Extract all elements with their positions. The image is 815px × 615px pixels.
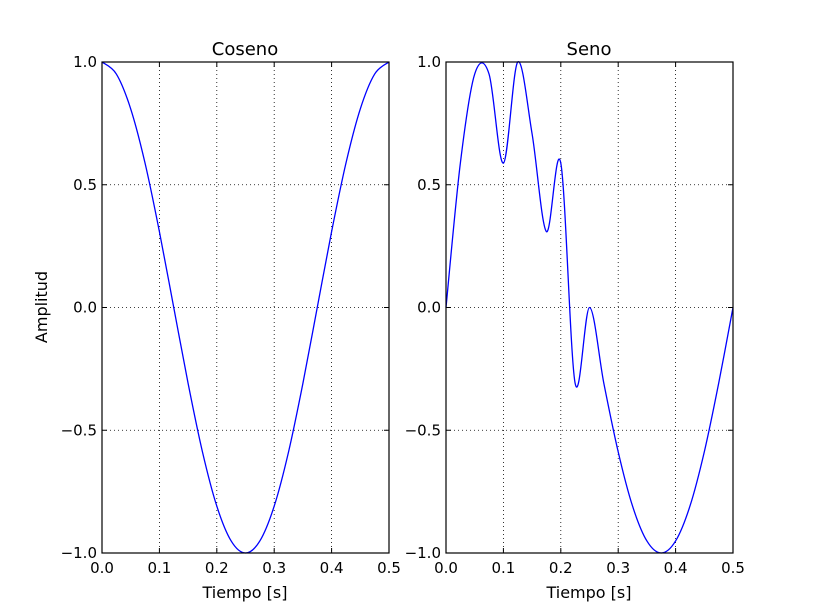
x-axis-label-seno: Tiempo [s] bbox=[545, 583, 631, 602]
y-tick-label: 1.0 bbox=[417, 53, 441, 71]
y-tick-label: 0.0 bbox=[417, 299, 441, 317]
x-tick-label: 0.3 bbox=[262, 559, 286, 577]
chart-title-seno: Seno bbox=[567, 39, 612, 60]
y-tick-label: 0.5 bbox=[417, 176, 441, 194]
chart-panel-seno: Seno 0.0 0.1 0.2 0.3 0.4 0.5 1.0 0.5 0.0 −0.5 −1.0… bbox=[405, 39, 745, 602]
ticks-seno: 0.0 0.1 0.2 0.3 0.4 0.5 1.0 0.5 0.0 −0.5 −1.0 bbox=[405, 53, 745, 577]
y-tick-label: 0.5 bbox=[73, 176, 97, 194]
y-tick-label: 0.0 bbox=[73, 299, 97, 317]
y-tick-label: 1.0 bbox=[73, 53, 97, 71]
ticks-coseno: 0.0 0.1 0.2 0.3 0.4 0.5 1.0 0.5 0.0 −0.5 −1.0 bbox=[61, 53, 401, 577]
y-tick-label: −1.0 bbox=[405, 544, 441, 562]
x-tick-label: 0.2 bbox=[205, 559, 229, 577]
x-tick-label: 0.3 bbox=[606, 559, 630, 577]
x-tick-label: 0.1 bbox=[491, 559, 515, 577]
x-tick-label: 0.2 bbox=[549, 559, 573, 577]
x-tick-label: 0.4 bbox=[664, 559, 688, 577]
x-tick-label: 0.5 bbox=[377, 559, 401, 577]
x-tick-label: 0.1 bbox=[147, 559, 171, 577]
y-axis-label-coseno: Amplitud bbox=[32, 271, 51, 343]
y-tick-label: −0.5 bbox=[405, 421, 441, 439]
x-tick-label: 0.4 bbox=[320, 559, 344, 577]
chart-title-coseno: Coseno bbox=[212, 39, 278, 60]
x-axis-label-coseno: Tiempo [s] bbox=[201, 583, 287, 602]
y-tick-label: −0.5 bbox=[61, 421, 97, 439]
x-tick-label: 0.5 bbox=[721, 559, 745, 577]
x-tick-label: 0.0 bbox=[434, 559, 458, 577]
x-tick-label: 0.0 bbox=[90, 559, 114, 577]
chart-panel-coseno: Coseno 0.0 0.1 0.2 0.3 0.4 0.5 1.0 0.5 0.0 −0.5 −1… bbox=[32, 39, 401, 602]
y-tick-label: −1.0 bbox=[61, 544, 97, 562]
series-line-seno bbox=[445, 61, 734, 554]
series-group-seno bbox=[445, 61, 734, 554]
